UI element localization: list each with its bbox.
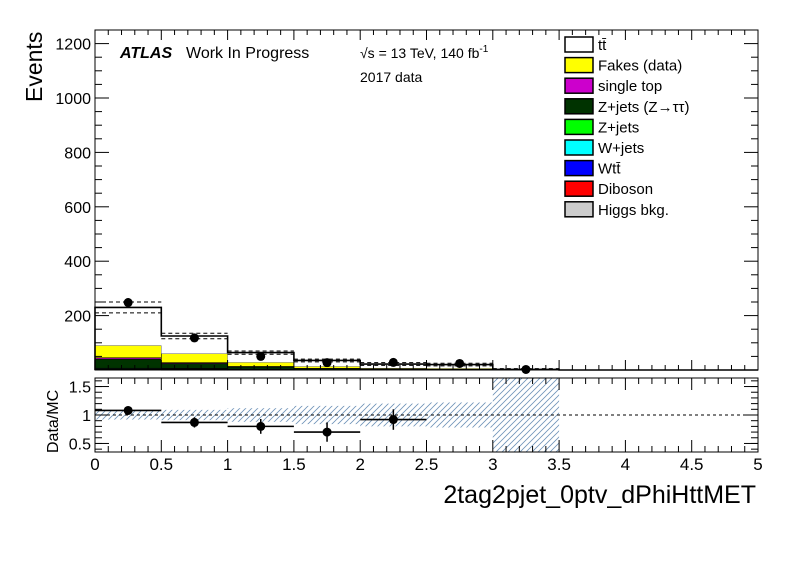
- ratio-y-tick-label: 0.5: [69, 436, 91, 453]
- x-axis-label: 2tag2pjet_0ptv_dPhiHttMET: [443, 481, 756, 509]
- legend-label-z-jets: Z+jets: [598, 119, 639, 136]
- legend-swatch-wtt: [564, 159, 594, 177]
- energy-text: √s = 13 TeV, 140 fb: [360, 45, 480, 61]
- bar-tt: [161, 336, 228, 354]
- x-tick-label: 2: [355, 455, 364, 474]
- data-point: [455, 358, 465, 368]
- legend-swatch-higgs-bkg: [564, 201, 594, 218]
- x-tick-label: 0.5: [149, 455, 173, 474]
- ratio-points: [95, 405, 427, 442]
- x-tick-label: 5: [753, 455, 762, 474]
- ratio-band-bin: [161, 409, 228, 421]
- x-tick-label: 3: [488, 455, 497, 474]
- y-tick-label: 1000: [55, 91, 91, 108]
- legend-label-w-jets: W+jets: [598, 140, 644, 157]
- x-tick-label: 3.5: [547, 455, 571, 474]
- main-x-ticks: [94, 30, 759, 370]
- ratio-band-bin: [227, 408, 294, 422]
- ratio-point: [322, 427, 332, 437]
- ratio-point: [189, 417, 199, 427]
- x-tick-label: 1.5: [282, 455, 306, 474]
- ratio-band-bin: [426, 402, 493, 428]
- x-tick-label: 0: [90, 455, 99, 474]
- legend-swatch-single-top: [564, 77, 594, 94]
- y-tick-label: 800: [64, 145, 91, 162]
- status-label: Work In Progress: [186, 45, 309, 62]
- x-tick-label: 4: [621, 455, 630, 474]
- bar-fakes-data: [359, 367, 427, 370]
- ratio-band-bin: [293, 405, 361, 425]
- legend-label-diboson: Diboson: [598, 181, 653, 198]
- bar-fakes-data: [94, 345, 162, 359]
- data-point: [123, 298, 133, 308]
- bar-tt: [95, 307, 162, 346]
- y-tick-label: 600: [64, 200, 91, 217]
- data-point: [388, 357, 398, 367]
- main-y-ticks: 200 400 600 800 1000 1200: [55, 37, 758, 357]
- legend-label-wtt: Wtt̄: [598, 161, 621, 178]
- bar-fakes-data: [161, 353, 228, 363]
- legend: tt̄ Fakes (data) single top Z+jets (Z→ττ) Z+…: [564, 36, 689, 219]
- legend-swatch-z-jets: [564, 118, 594, 136]
- bar-fakes-data: [426, 368, 494, 370]
- y-tick-label: 400: [64, 254, 91, 271]
- energy-superscript: -1: [479, 44, 488, 55]
- legend-label-higgs-bkg: Higgs bkg.: [598, 202, 669, 219]
- x-tick-label: 4.5: [680, 455, 704, 474]
- bar-fakes-data: [227, 362, 295, 367]
- y-axis-label: Events: [21, 32, 47, 102]
- atlas-label: ATLAS: [119, 45, 172, 62]
- bar-z-jets-z: [94, 358, 162, 368]
- bar-z-jets-z: [227, 366, 295, 370]
- ratio-band-bin: [95, 410, 162, 420]
- ratio-band-bin: [492, 378, 560, 452]
- ratio-point: [123, 405, 133, 415]
- y-tick-label: 200: [64, 309, 91, 326]
- y-tick-label: 1200: [55, 37, 91, 54]
- legend-swatch-diboson: [564, 180, 594, 197]
- x-ticks: 0 0.5 1 1.5 2 2.5 3 3.5 4 4.5 5: [90, 378, 763, 474]
- data-point: [322, 358, 332, 368]
- main-panel: 200 400 600 800 1000 1200 Events ATLAS Work I…: [21, 29, 759, 374]
- legend-label-tt: tt̄: [598, 37, 607, 54]
- ratio-y-ticks: 0.5 1 1.5: [69, 380, 758, 453]
- ratio-y-tick-label: 1.5: [69, 380, 91, 397]
- legend-swatch-z-jets-z: [564, 98, 594, 115]
- ratio-y-axis-label: Data/MC: [45, 390, 62, 453]
- bar-z-jets-z: [161, 363, 228, 369]
- ratio-y-tick-label: 1: [82, 408, 91, 425]
- legend-label-fakes-data: Fakes (data): [598, 58, 682, 75]
- legend-swatch-tt: [564, 36, 594, 53]
- data-points: [123, 298, 531, 374]
- energy-label: √s = 13 TeV, 140 fb-1: [360, 44, 489, 61]
- legend-swatch-w-jets: [564, 139, 594, 156]
- x-tick-label: 1: [223, 455, 232, 474]
- data-point: [189, 333, 199, 343]
- legend-label-z-jets-z: Z+jets (Z→ττ): [598, 99, 689, 116]
- ratio-point: [256, 421, 266, 431]
- data-point: [256, 351, 266, 361]
- x-tick-label: 2.5: [415, 455, 439, 474]
- ratio-point: [388, 415, 398, 425]
- data-point: [521, 364, 531, 374]
- legend-swatch-fakes-data: [564, 56, 594, 74]
- legend-label-single-top: single top: [598, 78, 662, 95]
- ratio-panel: 0.5 1 1.5 0 0.5 1 1.5 2 2.5 3 3.5 4 4.5 5 Data/MC 2t…: [45, 377, 763, 509]
- dataset-label: 2017 data: [360, 69, 422, 85]
